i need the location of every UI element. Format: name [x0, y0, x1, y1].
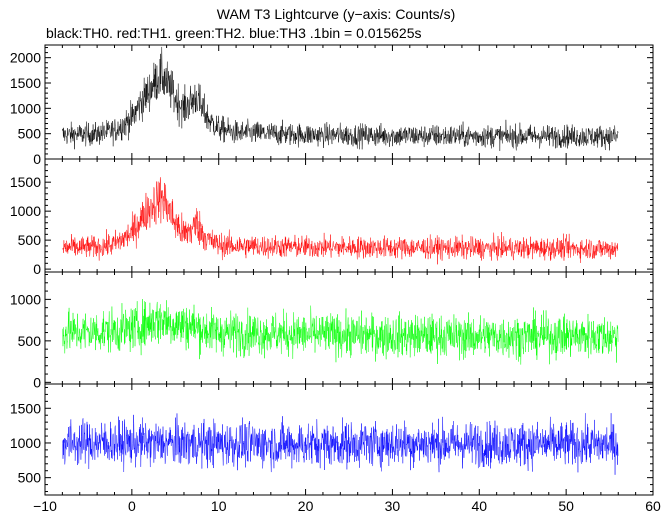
y-tick-label: 1000 [10, 435, 41, 451]
panel-th0: 0 500 1000 1500 2000 [10, 44, 654, 167]
y-tick-label: 0 [33, 261, 41, 277]
panel-th1: 0 500 1000 1500 [10, 158, 654, 277]
series-th3-line [62, 413, 619, 475]
x-tick-label: 10 [211, 498, 227, 514]
series-th2-line [62, 299, 619, 365]
y-tick-label: 500 [18, 126, 42, 142]
chart-subtitle: black:TH0. red:TH1. green:TH2. blue:TH3 … [46, 25, 422, 41]
x-tick-label: 60 [645, 498, 661, 514]
y-tick-label: 500 [18, 470, 42, 486]
panel-th3: 500 1000 1500 [10, 383, 654, 496]
x-tick-label: 40 [471, 498, 487, 514]
y-tick-label: 2000 [10, 50, 41, 66]
y-tick-label: 0 [33, 151, 41, 167]
x-tick-label: −10 [33, 498, 57, 514]
y-tick-label: 1000 [10, 203, 41, 219]
x-tick-label: 30 [385, 498, 401, 514]
y-tick-label: 1500 [10, 400, 41, 416]
x-tick-label: 20 [298, 498, 314, 514]
panel-frame [44, 383, 654, 496]
panel-th2: 0 500 1000 [10, 271, 654, 390]
y-tick-label: 500 [18, 232, 42, 248]
y-tick-label: 1500 [10, 174, 41, 190]
y-tick-label: 500 [18, 333, 42, 349]
y-tick-label: 0 [33, 374, 41, 390]
series-th1-line [62, 177, 619, 265]
y-tick-label: 1500 [10, 75, 41, 91]
x-tick-label: 0 [128, 498, 136, 514]
series-th0-line [62, 46, 619, 151]
x-tick-label: 50 [558, 498, 574, 514]
chart-title: WAM T3 Lightcurve (y−axis: Counts/s) [216, 6, 456, 22]
y-tick-label: 1000 [10, 100, 41, 116]
y-tick-label: 1000 [10, 291, 41, 307]
